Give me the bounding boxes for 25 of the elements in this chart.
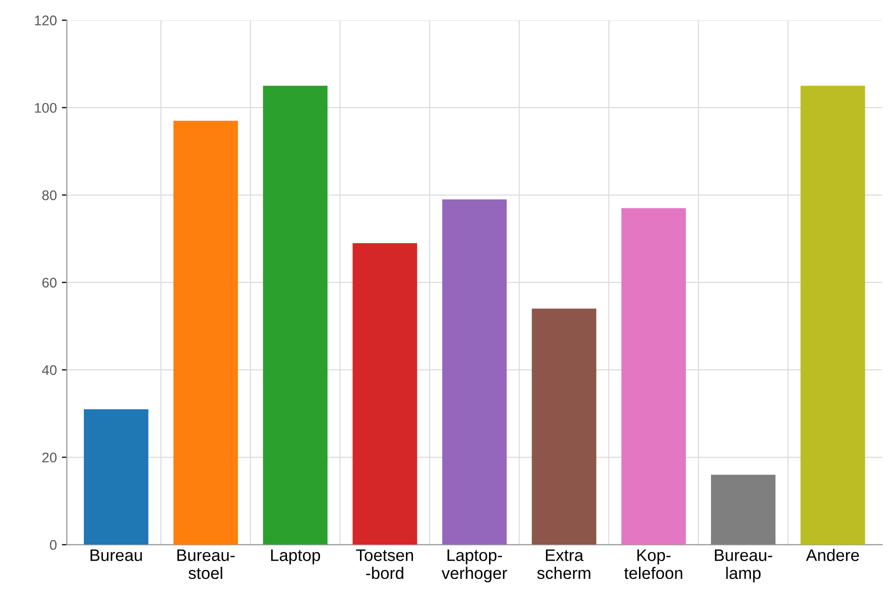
bar xyxy=(173,120,238,545)
bar xyxy=(532,308,596,545)
bar xyxy=(800,86,866,545)
bar xyxy=(352,243,418,545)
bar xyxy=(442,199,507,545)
x-tick-label: Bureau- lamp xyxy=(714,549,772,582)
y-tick-label: 40 xyxy=(42,365,57,376)
y-tick-label: 100 xyxy=(34,102,57,113)
y-tick-label: 80 xyxy=(42,190,57,200)
x-tick-label: Toetsen -bord xyxy=(356,549,413,580)
y-tick-label: 60 xyxy=(42,278,57,288)
bar xyxy=(263,86,328,545)
x-tick-label: Bureau xyxy=(90,549,142,562)
bar xyxy=(710,474,776,545)
x-tick-label: Kop- telefoon xyxy=(624,549,682,580)
y-tick-label: 0 xyxy=(50,540,57,550)
x-tick-label: Bureau- stoel xyxy=(177,549,235,580)
y-tick-label: 20 xyxy=(42,452,57,462)
x-tick-label: Andere xyxy=(806,548,859,562)
x-tick-label: Extra scherm xyxy=(537,549,590,580)
x-tick-label: Laptop- verhoger xyxy=(442,549,508,582)
bar xyxy=(621,208,686,545)
x-tick-label: Laptop xyxy=(271,549,320,564)
y-tick-label: 120 xyxy=(34,16,57,26)
bar xyxy=(84,409,148,545)
